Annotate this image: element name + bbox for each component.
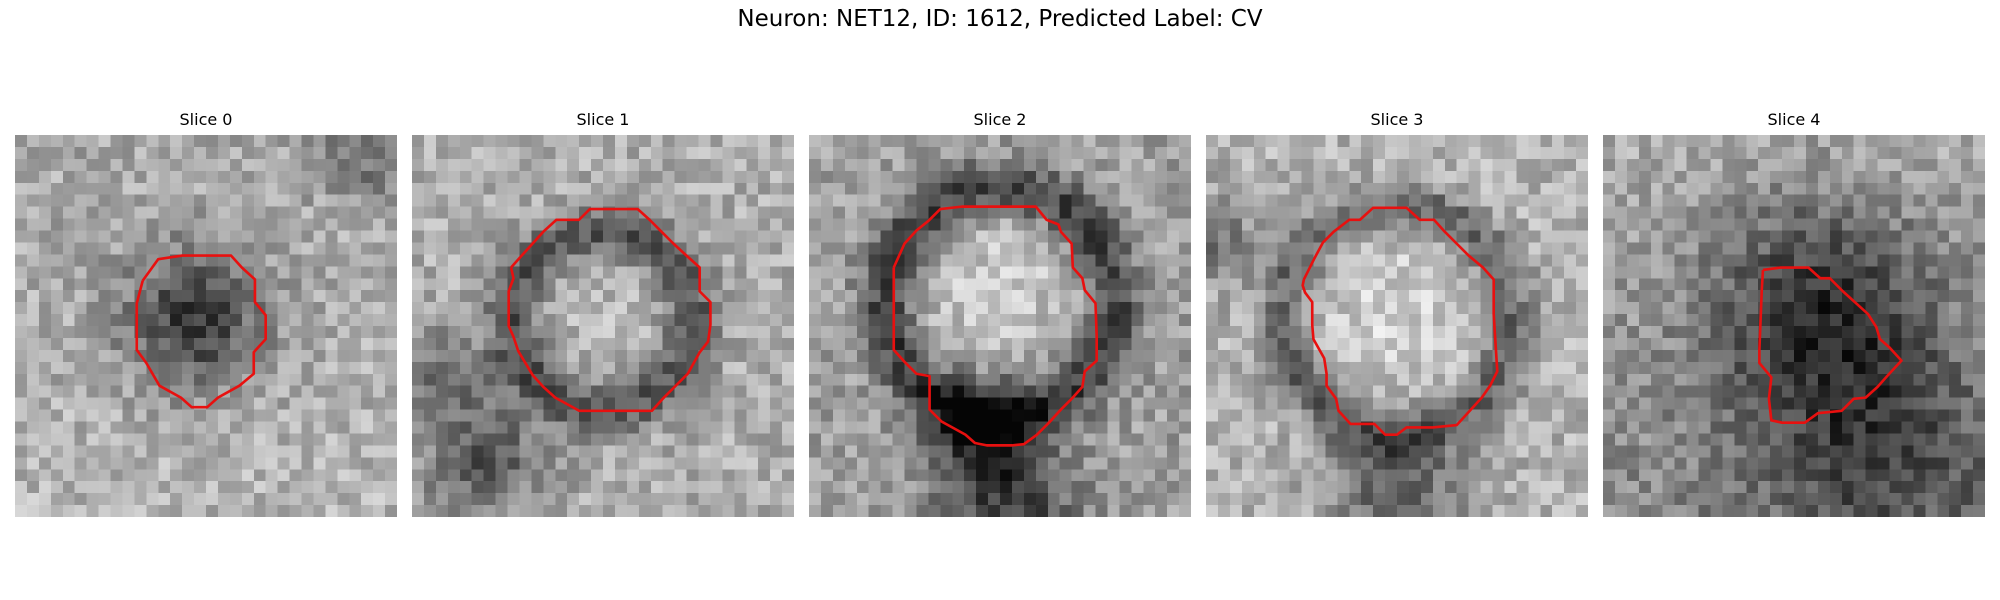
slice-image [1206, 135, 1588, 517]
slice-title: Slice 1 [576, 110, 630, 129]
slice-title: Slice 4 [1767, 110, 1821, 129]
slice-panel-0: Slice 0 [15, 108, 397, 517]
slice-panel-4: Slice 4 [1603, 108, 1985, 517]
slice-panel-1: Slice 1 [412, 108, 794, 517]
slice-title: Slice 2 [973, 110, 1027, 129]
roi-contour [892, 205, 1099, 447]
slice-image [809, 135, 1191, 517]
slice-title: Slice 3 [1370, 110, 1424, 129]
slice-title: Slice 0 [179, 110, 233, 129]
slice-image [1603, 135, 1985, 517]
slice-panel-3: Slice 3 [1206, 108, 1588, 517]
slice-image [15, 135, 397, 517]
roi-contour [1758, 266, 1903, 425]
roi-contour [1301, 206, 1499, 436]
slice-image [412, 135, 794, 517]
roi-contour [135, 254, 268, 409]
slice-panel-2: Slice 2 [809, 108, 1191, 517]
roi-contour [507, 207, 712, 413]
figure-title: Neuron: NET12, ID: 1612, Predicted Label… [737, 6, 1263, 32]
